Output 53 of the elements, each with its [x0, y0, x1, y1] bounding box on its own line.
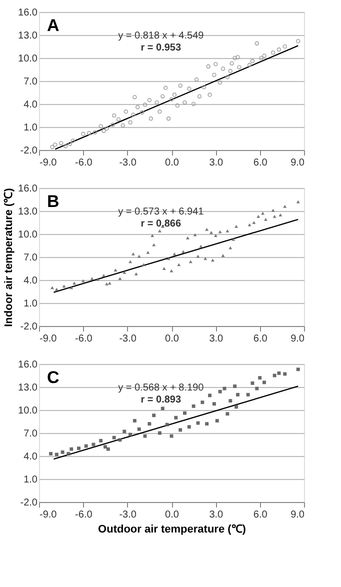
y-tick-label: 16.0 [18, 184, 38, 194]
x-tick-label: 0.0 [165, 510, 180, 520]
y-tick-label: 1.0 [24, 122, 38, 134]
x-tick-label: -6.0 [75, 334, 93, 344]
x-axis-title: Outdoor air temperature (℃) [98, 524, 246, 536]
x-tick-label: 9.0 [290, 510, 305, 520]
y-tick-label: 10.0 [18, 230, 38, 240]
annotation: y = 0.568 x + 8.190 [118, 382, 204, 394]
x-tick-label: -9.0 [40, 510, 58, 520]
y-tick-label: 16.0 [18, 8, 38, 18]
y-tick-label: -2.0 [20, 498, 38, 508]
y-tick-label: 7.0 [24, 76, 38, 88]
y-tick-label: -2.0 [20, 322, 38, 332]
chart-title: C [47, 368, 60, 387]
annotation: r = 0.866 [140, 218, 182, 230]
y-axis-title: Indoor air temperature (℃) [3, 188, 16, 327]
y-tick-label: 10.0 [18, 406, 38, 416]
x-tick-label: 3.0 [209, 158, 224, 168]
annotation: r = 0.893 [140, 394, 182, 406]
y-tick-label: 7.0 [24, 428, 38, 440]
y-tick-label: 13.0 [18, 382, 38, 394]
x-tick-label: 9.0 [290, 334, 305, 344]
y-tick-label: 4.0 [24, 452, 38, 462]
x-tick-label: 0.0 [165, 334, 180, 344]
x-tick-label: 3.0 [209, 510, 224, 520]
y-tick-label: 13.0 [18, 206, 38, 218]
annotation: y = 0.818 x + 4.549 [118, 30, 204, 42]
x-tick-label: 3.0 [209, 334, 224, 344]
y-tick-label: 4.0 [24, 100, 38, 110]
x-tick-label: -9.0 [40, 158, 58, 168]
x-tick-label: -6.0 [75, 158, 93, 168]
chart-title: B [47, 192, 60, 211]
x-tick-label: 6.0 [253, 334, 268, 344]
y-tick-label: 1.0 [24, 474, 38, 486]
y-tick-label: 16.0 [18, 360, 38, 370]
annotation: r = 0.953 [140, 42, 182, 54]
x-tick-label: -9.0 [40, 334, 58, 344]
y-tick-label: -2.0 [20, 146, 38, 156]
x-tick-label: 6.0 [253, 158, 268, 168]
annotation: y = 0.573 x + 6.941 [118, 206, 204, 218]
chart-title: A [47, 16, 60, 35]
x-tick-label: 0.0 [165, 158, 180, 168]
y-tick-label: 4.0 [24, 276, 38, 286]
y-tick-label: 7.0 [24, 252, 38, 264]
x-tick-label: -3.0 [119, 158, 137, 168]
x-tick-label: -6.0 [75, 510, 93, 520]
x-tick-label: -3.0 [119, 510, 137, 520]
y-tick-label: 10.0 [18, 54, 38, 64]
y-tick-label: 1.0 [24, 298, 38, 310]
x-tick-label: -3.0 [119, 334, 137, 344]
y-tick-label: 13.0 [18, 30, 38, 42]
x-tick-label: 6.0 [253, 510, 268, 520]
x-tick-label: 9.0 [290, 158, 305, 168]
